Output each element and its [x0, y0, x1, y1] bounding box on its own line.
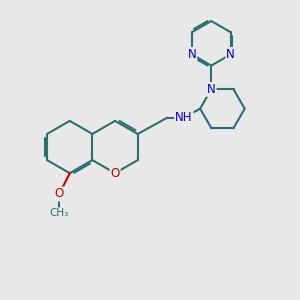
Text: N: N: [188, 48, 196, 61]
Text: O: O: [110, 167, 120, 180]
Text: O: O: [55, 188, 64, 200]
Text: N: N: [207, 83, 216, 96]
Text: N: N: [226, 48, 235, 61]
Text: CH₃: CH₃: [50, 208, 69, 218]
Text: NH: NH: [175, 111, 193, 124]
